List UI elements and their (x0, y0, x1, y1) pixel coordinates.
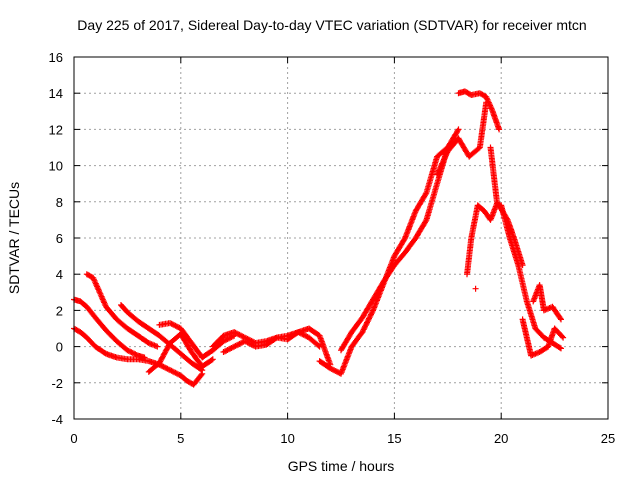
y-axis-label: SDTVAR / TECUs (6, 182, 22, 294)
series-arc-n (464, 200, 500, 278)
series-arc-o (498, 202, 564, 352)
series-arc-p (519, 316, 567, 359)
data-point-markers (498, 202, 564, 352)
series-arc-c (83, 271, 161, 350)
series-isolated (472, 285, 479, 292)
y-tick-label: 16 (49, 50, 63, 65)
series-arc-q (530, 282, 564, 323)
series-arc-h (220, 325, 334, 368)
y-tick-label: 12 (49, 122, 63, 137)
data-point-markers (464, 200, 500, 278)
data-point-markers (83, 271, 161, 350)
x-tick-label: 20 (494, 431, 508, 446)
data-point-markers (118, 302, 206, 374)
data-series (71, 88, 567, 388)
y-tick-label: 14 (49, 86, 63, 101)
x-axis-label: GPS time / hours (288, 458, 395, 474)
series-arc-b (71, 296, 148, 361)
data-point-markers (145, 330, 216, 375)
y-tick-label: 6 (56, 231, 63, 246)
series-arc-k (434, 99, 490, 178)
chart-title: Day 225 of 2017, Sidereal Day-to-day VTE… (77, 17, 586, 33)
y-tick-label: 2 (56, 303, 63, 318)
series-arc-e (145, 330, 216, 375)
y-tick-label: -4 (51, 412, 63, 427)
data-point-markers (472, 285, 479, 292)
y-tick-label: 4 (56, 267, 63, 282)
y-tick-label: -2 (51, 376, 63, 391)
data-point-markers (316, 144, 451, 377)
x-tick-label: 5 (177, 431, 184, 446)
data-point-markers (434, 99, 490, 178)
y-tick-label: 8 (56, 195, 63, 210)
data-point-markers (71, 296, 148, 361)
data-point-markers (519, 316, 567, 359)
y-tick-label: 10 (49, 159, 63, 174)
grid-lines (74, 57, 608, 419)
y-tick-label: 0 (56, 340, 63, 355)
data-point-markers (455, 88, 503, 133)
data-point-markers (530, 282, 564, 323)
x-tick-label: 15 (387, 431, 401, 446)
x-tick-label: 10 (280, 431, 294, 446)
series-arc-d (118, 302, 206, 374)
data-point-markers (220, 325, 334, 368)
x-tick-label: 0 (70, 431, 77, 446)
axis-ticks: 0 5 10 15 20 25 -4 -2 0 2 4 6 8 10 12 14 16 (49, 50, 616, 446)
series-arc-f (156, 320, 238, 361)
data-point-markers (156, 320, 238, 361)
series-arc-l (455, 88, 503, 133)
x-tick-label: 25 (601, 431, 615, 446)
series-arc-i (316, 144, 451, 377)
